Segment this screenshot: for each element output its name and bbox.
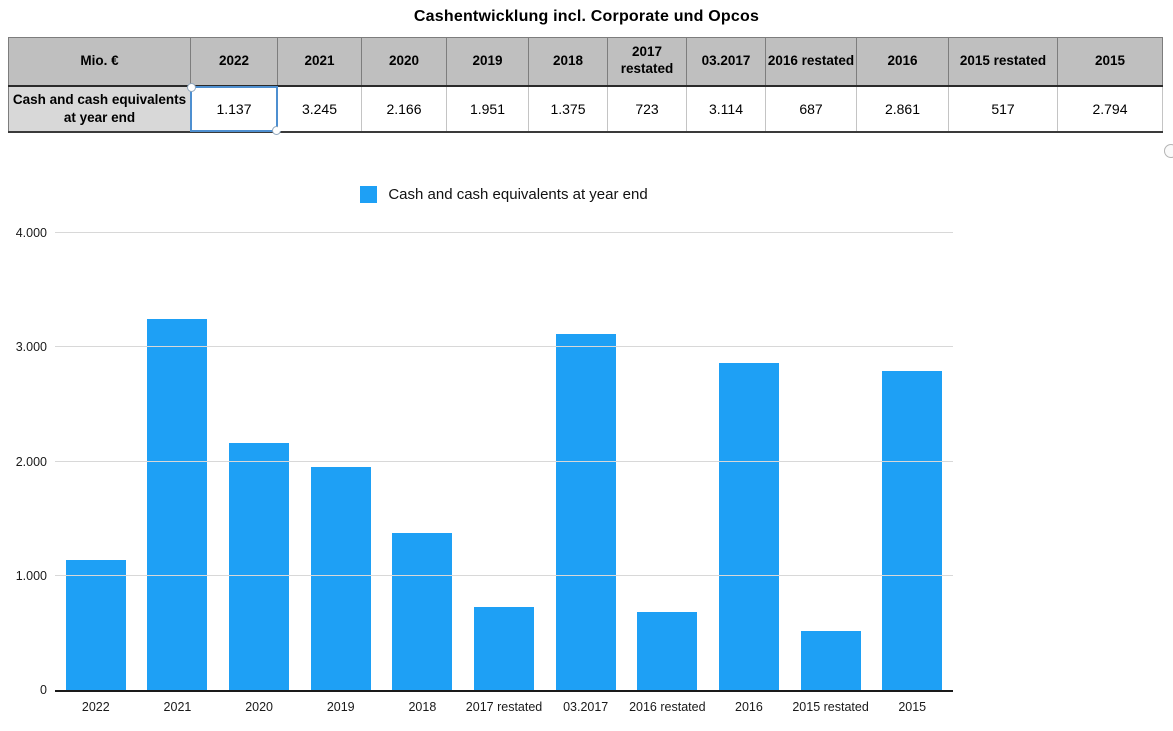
- chart-bar-2016[interactable]: [718, 363, 779, 690]
- table-column-header[interactable]: 2015 restated: [948, 37, 1058, 87]
- table-cell-value: 723: [635, 100, 659, 117]
- legend-swatch: [360, 186, 378, 203]
- chart-bar-2020[interactable]: [229, 442, 290, 690]
- table-cell-value: 2.861: [884, 100, 921, 117]
- table-column-header[interactable]: 2018: [528, 37, 608, 87]
- bar-slot: [871, 233, 953, 690]
- chart-bar-2017-restated[interactable]: [474, 607, 535, 690]
- chart-legend: Cash and cash equivalents at year end: [55, 186, 953, 203]
- object-handle[interactable]: [1164, 144, 1173, 158]
- gridline: [55, 346, 953, 348]
- y-axis-tick-label: 1.000: [15, 568, 47, 583]
- x-axis-tick-label: 2017 restated: [465, 700, 543, 714]
- gridline: [55, 232, 953, 233]
- table-cell-value: 1.137: [216, 100, 252, 117]
- table-cell[interactable]: 2.861: [856, 85, 949, 133]
- table-cell[interactable]: 1.375: [528, 85, 608, 133]
- chart-bar-2016-restated[interactable]: [637, 611, 698, 690]
- table-cell[interactable]: 517: [948, 85, 1058, 133]
- table-column-header[interactable]: 2021: [277, 37, 362, 87]
- table-row-header[interactable]: Cash and cash equivalents at year end: [8, 85, 191, 133]
- chart-bar-03-2017[interactable]: [555, 334, 616, 690]
- y-axis-tick-label: 3.000: [15, 340, 47, 355]
- table-column-header[interactable]: 2019: [446, 37, 529, 87]
- selection-handle[interactable]: [187, 82, 196, 92]
- table-column-header[interactable]: 2022: [190, 37, 278, 87]
- table-cell[interactable]: 2.794: [1057, 85, 1163, 133]
- chart-bar-2015-restated[interactable]: [800, 630, 861, 690]
- table-cell[interactable]: 1.951: [446, 85, 529, 133]
- bar-slot: [218, 233, 300, 690]
- bar-slot: [300, 233, 382, 690]
- bar-slot: [463, 233, 545, 690]
- table-cell-value: 687: [799, 100, 823, 117]
- gridline: [55, 460, 953, 462]
- table-data-row: Cash and cash equivalents at year end 1.…: [8, 82, 1163, 135]
- y-axis-tick-label: 2.000: [15, 454, 47, 469]
- chart-bars: [55, 233, 953, 690]
- bar-chart-plot: 0 1.000 2.000 3.000 4.000: [16, 226, 953, 697]
- x-axis-tick-label: 2020: [245, 700, 273, 714]
- y-axis-tick-label: 4.000: [15, 226, 47, 240]
- gridline: [55, 574, 953, 576]
- table-cell-value: 2.166: [386, 100, 422, 117]
- page-title: Cashentwicklung incl. Corporate und Opco…: [413, 8, 760, 25]
- table-cell[interactable]: 3.245: [277, 85, 362, 133]
- legend-label: Cash and cash equivalents at year end: [388, 186, 648, 203]
- table-cell-value: 2.794: [1092, 100, 1128, 117]
- table-column-header[interactable]: 03.2017: [686, 37, 766, 87]
- table-cell[interactable]: 3.114: [686, 85, 766, 133]
- y-axis-tick-label: 0: [40, 683, 47, 697]
- bar-slot: [790, 233, 872, 690]
- table-cell[interactable]: 2.166: [361, 85, 447, 133]
- table-cell[interactable]: 1.137: [187, 82, 281, 135]
- table-column-header[interactable]: 2017 restated: [607, 37, 687, 87]
- table-column-header[interactable]: 2015: [1057, 37, 1163, 87]
- table-column-header[interactable]: 2020: [361, 37, 447, 87]
- table-cell-value: 517: [991, 100, 1015, 117]
- table-column-header[interactable]: 2016: [856, 37, 949, 87]
- chart-bar-2015[interactable]: [882, 370, 943, 690]
- table-cell[interactable]: 723: [607, 85, 687, 133]
- bar-slot: [382, 233, 464, 690]
- table-cell-value: 3.114: [709, 100, 743, 117]
- x-axis-tick-label: 03.2017: [563, 700, 609, 714]
- table-cell-value: 1.951: [469, 100, 506, 117]
- bar-slot: [137, 233, 219, 690]
- bar-slot: [55, 233, 137, 690]
- table-header-row: Mio. € 2022 2021 2020 2019 2018 2017 restated…: [8, 37, 1163, 87]
- bar-slot: [708, 233, 790, 690]
- chart-x-axis-labels: 2022 2021 2020 2019 2018 2017 restated 03.2017…: [55, 700, 953, 714]
- x-axis-tick-label: 2022: [81, 700, 110, 714]
- x-axis-tick-label: 2016: [735, 700, 763, 714]
- x-axis-tick-label: 2016 restated: [629, 700, 706, 714]
- chart-bar-2022[interactable]: [65, 560, 126, 690]
- x-axis-tick-label: 2021: [163, 700, 192, 714]
- chart-bar-2021[interactable]: [147, 319, 208, 690]
- data-table: Mio. € 2022 2021 2020 2019 2018 2017 restated…: [8, 37, 1163, 135]
- x-axis-tick-label: 2018: [408, 700, 437, 714]
- bar-slot: [545, 233, 627, 690]
- table-unit-header[interactable]: Mio. €: [8, 37, 191, 87]
- table-cell[interactable]: 687: [765, 85, 857, 133]
- bar-slot: [626, 233, 708, 690]
- selected-cell-outline[interactable]: [187, 82, 281, 135]
- x-axis-tick-label: 2015: [898, 700, 927, 714]
- table-column-header[interactable]: 2016 restated: [765, 37, 857, 87]
- x-axis-tick-label: 2019: [326, 700, 355, 714]
- x-axis-tick-label: 2015 restated: [792, 700, 869, 714]
- table-cell-value: 3.245: [301, 100, 338, 117]
- chart-bar-2018[interactable]: [392, 532, 453, 690]
- chart-bar-2019[interactable]: [310, 467, 371, 690]
- table-cell-value: 1.375: [550, 100, 586, 117]
